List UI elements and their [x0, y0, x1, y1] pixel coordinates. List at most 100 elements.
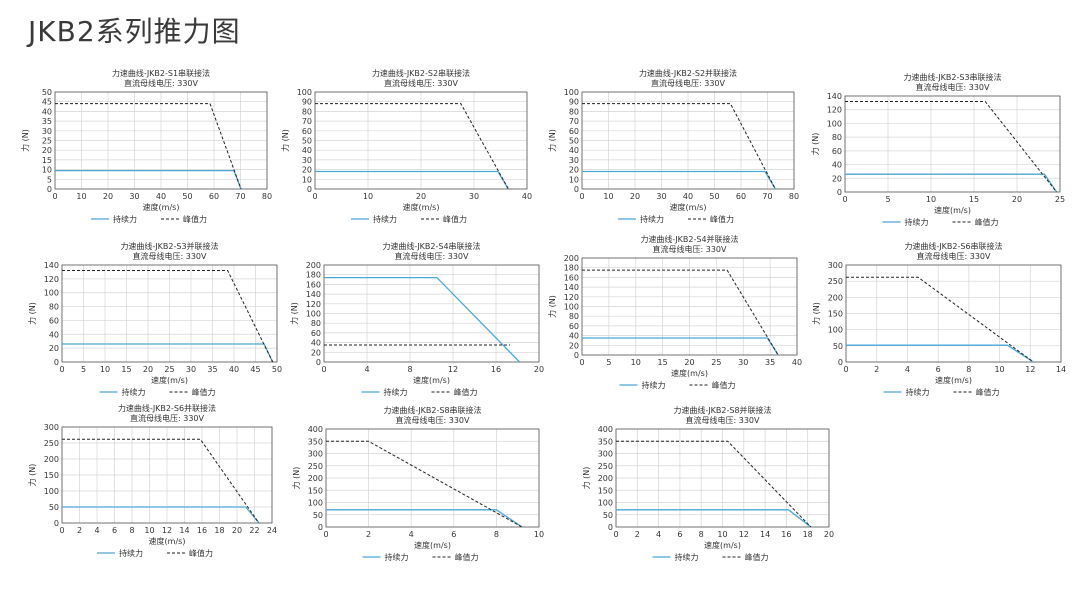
y-tick-label: 100 — [827, 119, 842, 128]
x-tick-label: 10 — [994, 365, 1004, 374]
legend-label-peak: 峰值力 — [183, 214, 207, 224]
x-tick-label: 8 — [494, 530, 499, 539]
x-tick-label: 6 — [677, 530, 682, 539]
y-tick-label: 20 — [832, 174, 842, 183]
legend-label-continuous: 持续力 — [385, 552, 409, 562]
x-tick-label: 50 — [182, 192, 192, 201]
y-tick-label: 300 — [44, 423, 59, 432]
y-tick-label: 60 — [832, 147, 842, 156]
x-tick-label: 20 — [416, 192, 426, 201]
y-tick-label: 300 — [598, 450, 613, 459]
x-tick-label: 30 — [469, 192, 479, 201]
y-axis-label: 力 (N) — [27, 464, 37, 487]
y-tick-label: 5 — [47, 175, 52, 184]
x-tick-label: 0 — [579, 192, 584, 201]
x-axis-label: 速度(m/s) — [414, 540, 451, 550]
y-tick-label: 25 — [42, 137, 52, 146]
y-tick-label: 30 — [302, 156, 312, 165]
x-tick-label: 14 — [179, 526, 189, 535]
y-tick-label: 10 — [302, 175, 312, 184]
legend-label-continuous: 持续力 — [373, 214, 397, 224]
chart-subtitle: 直流母线电压: 330V — [124, 78, 199, 88]
series-peak-line — [582, 269, 779, 356]
grid — [61, 264, 278, 363]
x-tick-label: 18 — [803, 530, 813, 539]
plot-frame — [314, 91, 528, 190]
x-tick-label: 40 — [156, 192, 166, 201]
series-peak-line — [55, 103, 242, 190]
y-tick-label: 10 — [569, 175, 579, 184]
y-tick-label: 40 — [569, 146, 579, 155]
x-tick-label: 0 — [613, 530, 618, 539]
y-tick-label: 150 — [44, 471, 59, 480]
x-tick-label: 40 — [792, 358, 802, 367]
plot-frame — [845, 264, 1062, 363]
x-tick-label: 0 — [842, 195, 847, 204]
x-tick-label: 80 — [262, 192, 272, 201]
y-tick-label: 120 — [306, 300, 321, 309]
grid — [314, 91, 528, 190]
y-tick-label: 30 — [42, 127, 52, 136]
y-tick-label: 50 — [302, 137, 312, 146]
plot-frame — [581, 91, 795, 190]
x-tick-label: 10 — [144, 526, 154, 535]
x-tick-label: 6 — [112, 526, 117, 535]
x-tick-label: 40 — [522, 192, 532, 201]
y-tick-label: 50 — [313, 511, 323, 520]
legend-label-peak: 峰值力 — [454, 387, 478, 397]
x-tick-label: 14 — [1056, 365, 1066, 374]
x-tick-label: 20 — [630, 192, 640, 201]
chart-title: 力速曲线-JKB2-S1串联接法 — [112, 68, 210, 78]
y-tick-label: 60 — [49, 316, 59, 325]
y-tick-label: 60 — [302, 127, 312, 136]
legend-label-continuous: 持续力 — [119, 548, 143, 558]
x-tick-label: 8 — [966, 365, 971, 374]
chart-title: 力速曲线-JKB2-S6串联接法 — [904, 241, 1002, 251]
y-tick-label: 20 — [302, 166, 312, 175]
y-tick-label: 40 — [311, 339, 321, 348]
chart-subtitle: 直流母线电压: 330V — [686, 415, 761, 425]
x-tick-label: 70 — [235, 192, 245, 201]
x-tick-label: 20 — [143, 365, 153, 374]
legend-label-peak: 峰值力 — [455, 552, 479, 562]
series-peak-line — [582, 103, 776, 190]
y-tick-label: 0 — [307, 185, 312, 194]
plot-frame — [844, 95, 1061, 193]
y-axis-label: 力 (N) — [289, 302, 299, 325]
x-tick-label: 8 — [699, 530, 704, 539]
x-tick-label: 50 — [709, 192, 719, 201]
y-tick-label: 40 — [569, 332, 579, 341]
x-tick-label: 4 — [656, 530, 661, 539]
y-tick-label: 200 — [306, 261, 321, 270]
x-tick-label: 30 — [129, 192, 139, 201]
series-continuous-line — [62, 506, 260, 524]
plot-frame — [325, 428, 540, 528]
y-tick-label: 0 — [54, 519, 59, 528]
x-tick-label: 4 — [905, 365, 910, 374]
chart-subtitle: 直流母线电压: 330V — [651, 78, 726, 88]
plot-frame — [61, 426, 273, 524]
y-tick-label: 40 — [832, 161, 842, 170]
legend: 持续力 峰值力 — [883, 387, 1000, 397]
y-axis-label: 力 (N) — [811, 302, 821, 325]
chart-title: 力速曲线-JKB2-S8串联接法 — [383, 405, 481, 415]
series-continuous-line — [845, 173, 1058, 193]
legend-label-peak: 峰值力 — [192, 387, 216, 397]
y-tick-label: 80 — [832, 133, 842, 142]
y-tick-label: 0 — [47, 185, 52, 194]
series-peak-line — [616, 440, 812, 528]
y-tick-label: 60 — [311, 329, 321, 338]
plot-frame — [581, 257, 798, 356]
x-tick-label: 16 — [781, 530, 791, 539]
x-tick-label: 2 — [366, 530, 371, 539]
legend-label-continuous: 持续力 — [122, 387, 146, 397]
y-tick-label: 50 — [569, 137, 579, 146]
chart-title: 力速曲线-JKB2-S2并联接法 — [639, 68, 737, 78]
x-tick-label: 8 — [129, 526, 134, 535]
series-continuous-line — [616, 509, 812, 528]
plot-frame — [54, 91, 268, 190]
x-tick-label: 10 — [603, 192, 613, 201]
x-tick-label: 25 — [711, 358, 721, 367]
